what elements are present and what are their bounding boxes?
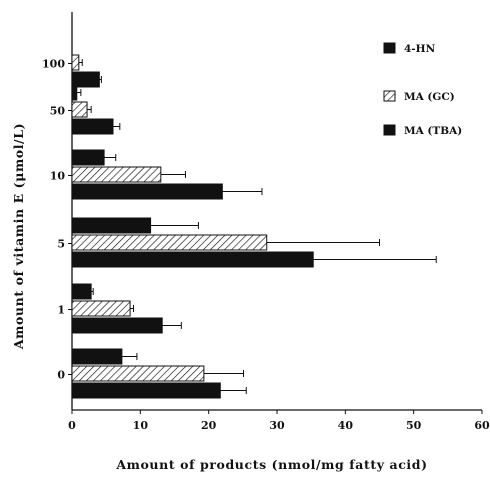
bar — [71, 365, 205, 382]
x-tick-label: 30 — [269, 419, 285, 432]
bar — [71, 118, 114, 135]
x-tick-label: 20 — [201, 419, 217, 432]
bar — [71, 71, 100, 88]
bar — [71, 300, 131, 317]
bar — [71, 283, 92, 300]
bar — [71, 217, 152, 234]
x-tick-label: 60 — [474, 419, 490, 432]
y-tick-label: 10 — [50, 170, 66, 183]
bar — [71, 317, 163, 334]
legend-swatch — [383, 90, 396, 102]
legend-swatch — [383, 124, 396, 136]
bar — [71, 166, 162, 183]
x-tick-label: 10 — [133, 419, 149, 432]
bar — [71, 54, 80, 71]
y-tick-label: 50 — [50, 105, 66, 118]
bar — [71, 183, 223, 200]
bar — [71, 234, 268, 251]
x-tick-label: 40 — [338, 419, 354, 432]
x-tick-label: 50 — [406, 419, 422, 432]
y-tick-label: 0 — [57, 369, 65, 382]
bar — [71, 149, 105, 166]
bar — [71, 382, 221, 399]
y-tick-label: 100 — [42, 58, 65, 71]
bar — [71, 101, 88, 118]
x-tick-label: 0 — [68, 419, 76, 432]
y-axis-title: Amount of vitamin E (μmol/L) — [11, 123, 26, 350]
x-axis-title: Amount of products (nmol/mg fatty acid) — [115, 457, 427, 472]
bar — [71, 348, 123, 365]
legend-swatch — [383, 42, 396, 54]
y-tick-label: 5 — [57, 238, 65, 251]
y-tick-label: 1 — [57, 304, 65, 317]
bar — [71, 251, 314, 268]
legend-label: MA (GC) — [404, 91, 455, 103]
legend-label: MA (TBA) — [404, 125, 462, 137]
legend-label: 4-HN — [404, 43, 436, 55]
